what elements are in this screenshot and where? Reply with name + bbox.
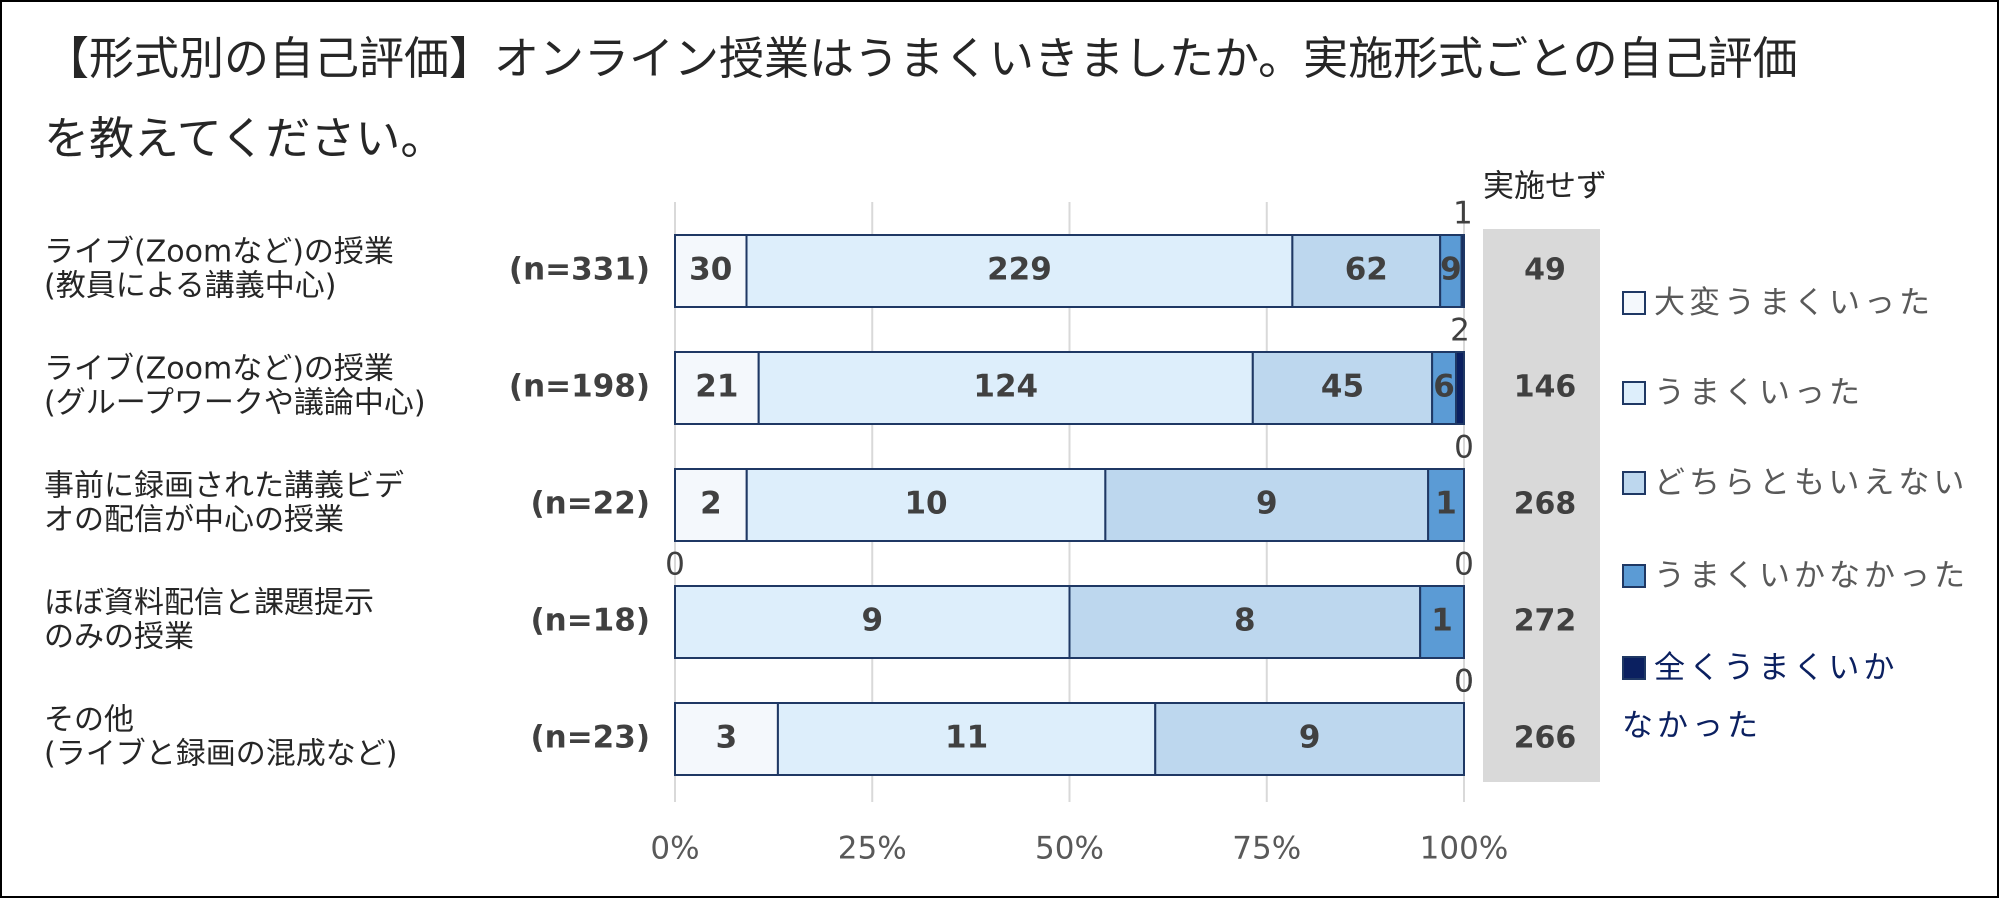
bar-segment [674,234,748,308]
bar-segment [745,234,1294,308]
legend-label: うまくいかなかった [1654,558,1969,594]
category-label: その他 [44,703,134,738]
legend-label: どちらともいえない [1654,465,1969,501]
bar-segment [1104,468,1430,542]
category-label: ライブ(Zoomなど)の授業 [44,352,394,387]
value-label: 62 [1345,252,1388,288]
n-label: (n=23) [530,720,650,756]
category-label: (ライブと録画の混成など) [44,737,397,772]
legend-item: うまくいかなかった [1622,547,1969,605]
value-label: 3 [716,720,738,756]
category-label: 事前に録画された講義ビデ [44,469,404,504]
value-label: 30 [689,252,732,288]
category-label: ライブ(Zoomなど)の授業 [44,235,394,270]
x-tick-label: 0% [650,831,699,867]
legend-label: 全くうまくいかなかった [1622,650,1899,744]
legend-swatch [1622,656,1646,680]
value-label: 9 [1440,252,1462,288]
value-label: 1 [1431,603,1453,639]
legend-swatch [1622,471,1646,495]
n-label: (n=198) [509,369,650,405]
chart-title: を教えてください。 [44,112,445,165]
n-label: (n=331) [509,252,650,288]
value-label: 2 [700,486,722,522]
value-label: 229 [987,252,1052,288]
bar-segment [1460,234,1466,308]
legend-item: 大変うまくいった [1622,274,1934,332]
legend-item: どちらともいえない [1622,454,1968,512]
value-label: 0 [1454,664,1474,700]
value-label: 2 [1450,313,1470,349]
legend-item: うまくいった [1622,364,1864,422]
x-tick-label: 25% [838,831,907,867]
category-label: ほぼ資料配信と課題提示 [44,586,374,621]
legend-swatch [1622,381,1646,405]
category-label: (教員による講義中心) [44,269,337,304]
value-label: 1 [1453,196,1473,232]
chart-title: 【形式別の自己評価】オンライン授業はうまくいきましたか。実施形式ごとの自己評価 [44,32,1798,85]
bar-segment [1427,468,1465,542]
legend-item: 全くうまくいかなかった [1622,639,1932,755]
value-label: 9 [861,603,883,639]
x-tick-label: 100% [1420,831,1509,867]
bar-segment [745,468,1107,542]
not-conducted-value: 49 [1524,253,1566,288]
not-conducted-value: 272 [1514,604,1577,639]
not-conducted-bg [1483,229,1600,782]
bar-segment [776,702,1157,776]
category-label: オの配信が中心の授業 [44,503,344,538]
not-conducted-value: 266 [1514,721,1577,756]
bar-segment [1154,702,1465,776]
value-label: 10 [904,486,947,522]
not-conducted-value: 146 [1514,370,1577,405]
bar-segment [1251,351,1434,425]
legend-swatch [1622,291,1646,315]
bar-segment [757,351,1254,425]
value-label: 45 [1321,369,1364,405]
not-conducted-header: 実施せず [1483,169,1607,205]
value-label: 0 [1454,664,1474,700]
category-label: (グループワークや議論中心) [44,386,426,421]
bar-segment [1455,351,1465,425]
category-label: のみの授業 [44,620,194,655]
bar-segment [674,468,748,542]
legend-label: うまくいった [1654,375,1864,411]
value-label: 124 [973,369,1038,405]
not-conducted-value: 268 [1514,487,1577,522]
legend-label: 大変うまくいった [1654,285,1934,321]
legend-swatch [1622,564,1646,588]
n-label: (n=22) [530,486,650,522]
value-label: 21 [695,369,738,405]
value-label: 0 [1454,547,1474,583]
value-label: 9 [1256,486,1278,522]
value-label: 8 [1234,603,1256,639]
bar-segment [1419,585,1465,659]
value-label: 0 [1454,430,1474,466]
bar-segment [674,585,1071,659]
x-tick-label: 75% [1232,831,1301,867]
bar-segment [1068,585,1422,659]
value-label: 1 [1435,486,1457,522]
value-label: 9 [1299,720,1321,756]
n-label: (n=18) [530,603,650,639]
value-label: 0 [665,547,685,583]
value-label: 11 [945,720,988,756]
x-tick-label: 50% [1035,831,1104,867]
bar-segment [674,351,760,425]
bar-segment [674,702,779,776]
value-label: 6 [1433,369,1455,405]
